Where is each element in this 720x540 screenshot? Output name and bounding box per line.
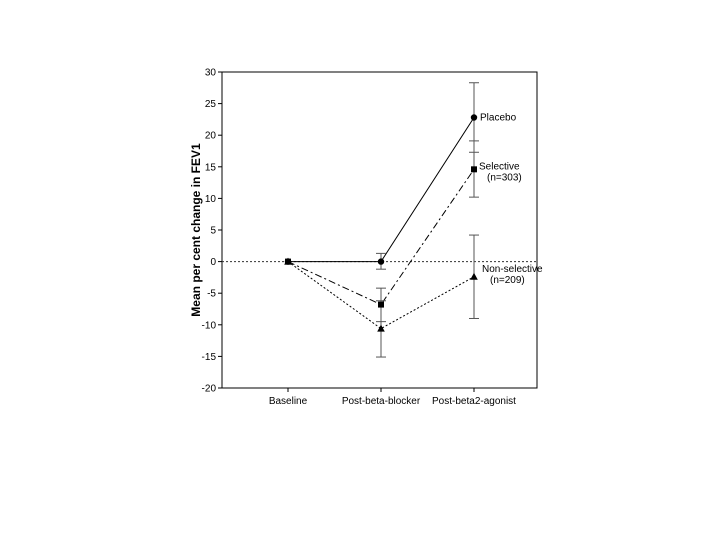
series-line: [287, 169, 475, 306]
data-point-circle: [377, 258, 385, 265]
y-tick-label: -10: [202, 320, 217, 331]
y-tick-label: -20: [202, 384, 217, 395]
series-label: Non-selective: [482, 264, 543, 275]
y-tick-label: -15: [202, 352, 217, 363]
data-point-circle: [470, 114, 478, 121]
y-tick-label: 25: [205, 99, 217, 110]
y-tick-label: 10: [205, 194, 217, 205]
series-label: Placebo: [480, 113, 517, 124]
x-tick-label: Post-beta2-agonist: [432, 396, 516, 407]
x-tick-label: Baseline: [269, 396, 308, 407]
series-markers: [284, 114, 478, 332]
x-tick-label: Post-beta-blocker: [342, 396, 421, 407]
series-labels: Placebo Selective(n=303) Non-selective(n=2…: [479, 113, 543, 286]
y-tick-label: 5: [210, 226, 216, 237]
y-tick-label: 0: [210, 257, 216, 268]
y-tick-label: 15: [205, 162, 217, 173]
data-point-triangle: [284, 257, 292, 265]
y-axis-ticks: 30 25 20 15 10 5 0 -5 -10 -15 -20: [202, 68, 222, 395]
series-label: (n=209): [490, 275, 525, 286]
data-point-triangle: [377, 324, 385, 332]
data-point-triangle: [470, 272, 478, 280]
data-point-square: [378, 301, 384, 308]
series-line: [287, 261, 475, 330]
y-tick-label: 20: [205, 131, 217, 142]
series-label: (n=303): [487, 172, 522, 183]
y-tick-label: 30: [205, 68, 217, 79]
series-label: Selective: [479, 161, 520, 172]
y-axis-title: Mean per cent change in FEV1: [189, 143, 203, 317]
y-tick-label: -5: [207, 289, 216, 300]
data-point-square: [471, 166, 477, 173]
x-axis-ticks: Baseline Post-beta-blocker Post-beta2-agon…: [269, 388, 516, 407]
plot-area: [221, 71, 538, 389]
